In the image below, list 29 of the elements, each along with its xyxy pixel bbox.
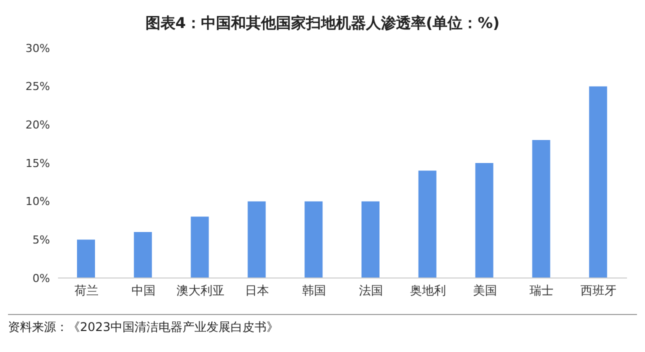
text: 资料来源：《2023中国清洁电器产业发展白皮书》 bbox=[8, 319, 280, 336]
x-tick-label: 奥地利 bbox=[410, 284, 446, 298]
bar bbox=[362, 201, 380, 278]
x-tick-label: 法国 bbox=[358, 284, 383, 298]
x-tick-label: 美国 bbox=[472, 284, 497, 298]
bar bbox=[134, 232, 152, 278]
x-tick-label: 西班牙 bbox=[580, 284, 617, 298]
bar bbox=[532, 140, 550, 278]
x-tick-label: 日本 bbox=[245, 284, 270, 298]
x-tick-label: 瑞士 bbox=[530, 284, 554, 298]
y-tick-label: 20% bbox=[26, 118, 50, 132]
bar bbox=[190, 216, 209, 278]
x-tick-label: 中国 bbox=[131, 284, 156, 298]
y-tick-label: 10% bbox=[26, 195, 50, 208]
bar bbox=[475, 163, 494, 278]
y-tick-label: 25% bbox=[26, 80, 50, 94]
bar bbox=[418, 170, 436, 278]
y-tick-label: 30% bbox=[26, 42, 50, 55]
bar bbox=[248, 201, 266, 278]
chart-title: 图表4：中国和其他国家扫地机器人渗透率(单位：%) bbox=[144, 13, 501, 34]
bar bbox=[77, 240, 95, 278]
x-tick-label: 韩国 bbox=[302, 284, 326, 298]
y-tick-label: 15% bbox=[26, 156, 50, 170]
y-tick-label: 0% bbox=[32, 272, 50, 285]
bar bbox=[589, 86, 608, 278]
y-tick-label: 5% bbox=[32, 234, 50, 247]
x-tick-label: 澳大利亚 bbox=[176, 284, 224, 298]
bar bbox=[304, 201, 323, 278]
x-tick-label: 荷兰 bbox=[74, 284, 98, 298]
